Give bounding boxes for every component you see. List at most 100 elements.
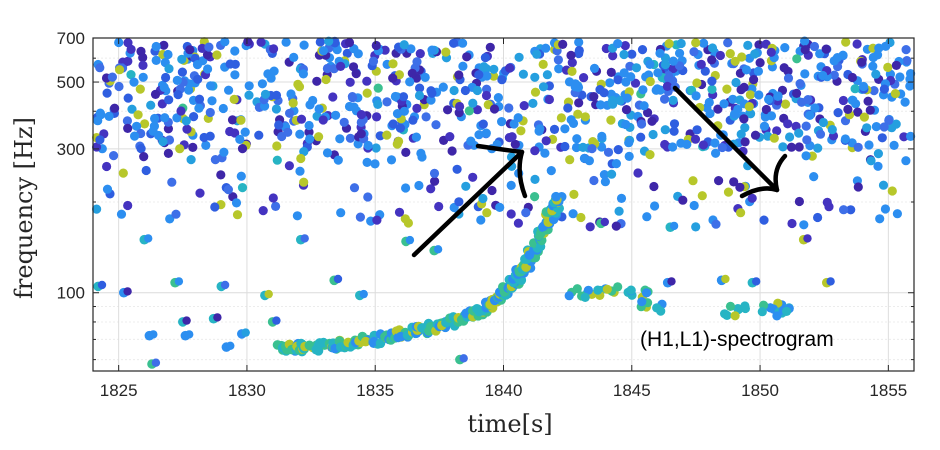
- noise-point: [268, 193, 278, 203]
- noise-point: [810, 103, 820, 113]
- noise-point: [328, 92, 338, 102]
- noise-point: [597, 131, 607, 141]
- noise-point: [637, 119, 647, 129]
- y-tick-label: 100: [57, 284, 85, 303]
- noise-point: [474, 130, 484, 140]
- noise-point: [497, 117, 507, 127]
- noise-point: [207, 96, 217, 106]
- noise-point: [315, 37, 325, 47]
- noise-point: [710, 138, 720, 148]
- noise-point: [863, 96, 873, 106]
- noise-point: [398, 92, 409, 102]
- noise-point: [299, 147, 309, 157]
- noise-point: [883, 62, 893, 72]
- noise-point: [569, 189, 579, 199]
- noise-point: [871, 122, 882, 132]
- noise-point: [298, 69, 308, 79]
- noise-point: [730, 109, 740, 119]
- noise-point: [372, 215, 382, 225]
- y-axis-title: frequency [Hz]: [10, 117, 38, 299]
- noise-point: [151, 41, 161, 52]
- noise-point: [414, 90, 425, 101]
- x-tick-label: 1845: [613, 381, 651, 400]
- noise-point: [809, 172, 819, 182]
- noise-point: [281, 37, 291, 47]
- sparse-point: [151, 358, 161, 367]
- noise-point: [772, 126, 782, 136]
- noise-point: [568, 118, 579, 128]
- track-point: [572, 284, 582, 294]
- scatter-points: [92, 36, 916, 369]
- noise-point: [271, 90, 282, 100]
- track-point: [613, 282, 623, 292]
- sparse-point: [752, 277, 761, 286]
- noise-point: [406, 44, 416, 54]
- noise-point: [785, 132, 795, 142]
- noise-point: [399, 106, 409, 116]
- noise-point: [649, 181, 659, 192]
- noise-point: [434, 201, 444, 212]
- noise-point: [576, 212, 586, 223]
- noise-point: [481, 128, 491, 138]
- noise-point: [345, 133, 355, 143]
- noise-point: [348, 93, 358, 103]
- noise-point: [295, 166, 305, 176]
- noise-point: [608, 51, 618, 61]
- noise-point: [815, 129, 826, 139]
- noise-point: [513, 218, 524, 228]
- noise-point: [879, 84, 890, 94]
- noise-point: [123, 38, 133, 48]
- noise-point: [611, 159, 622, 169]
- noise-point: [344, 101, 355, 112]
- noise-point: [801, 121, 811, 131]
- noise-point: [449, 85, 459, 96]
- noise-point: [532, 49, 542, 59]
- noise-point: [862, 123, 872, 133]
- noise-point: [172, 113, 182, 123]
- noise-point: [878, 180, 889, 190]
- sparse-point: [600, 217, 609, 227]
- noise-point: [193, 74, 203, 84]
- noise-point: [901, 156, 911, 166]
- noise-point: [232, 210, 243, 220]
- noise-point: [741, 65, 752, 75]
- noise-point: [212, 50, 222, 60]
- sparse-point: [405, 235, 415, 245]
- noise-point: [104, 111, 114, 121]
- noise-point: [839, 205, 849, 215]
- noise-point: [689, 200, 699, 211]
- noise-point: [331, 110, 341, 120]
- noise-point: [725, 49, 735, 59]
- noise-point: [318, 46, 329, 56]
- noise-point: [133, 110, 143, 120]
- noise-point: [394, 207, 405, 217]
- noise-point: [407, 68, 417, 78]
- track-point: [580, 292, 590, 302]
- track-point: [722, 310, 732, 320]
- noise-point: [621, 105, 632, 115]
- noise-point: [553, 55, 564, 65]
- noise-point: [585, 222, 595, 232]
- noise-point: [691, 222, 701, 232]
- noise-point: [285, 108, 295, 118]
- noise-point: [678, 195, 688, 205]
- noise-point: [624, 151, 634, 161]
- noise-point: [530, 192, 540, 202]
- noise-point: [299, 40, 309, 50]
- noise-point: [892, 209, 903, 219]
- noise-point: [850, 84, 860, 94]
- noise-point: [192, 60, 203, 70]
- noise-point: [487, 185, 497, 196]
- noise-point: [603, 147, 614, 157]
- noise-point: [696, 59, 706, 69]
- noise-point: [779, 63, 789, 73]
- noise-point: [655, 48, 665, 58]
- noise-point: [195, 188, 205, 198]
- noise-point: [184, 85, 194, 95]
- noise-point: [780, 43, 790, 53]
- noise-point: [230, 46, 240, 56]
- noise-point: [382, 130, 392, 140]
- noise-point: [260, 89, 271, 99]
- noise-point: [455, 101, 465, 112]
- noise-point: [853, 107, 863, 117]
